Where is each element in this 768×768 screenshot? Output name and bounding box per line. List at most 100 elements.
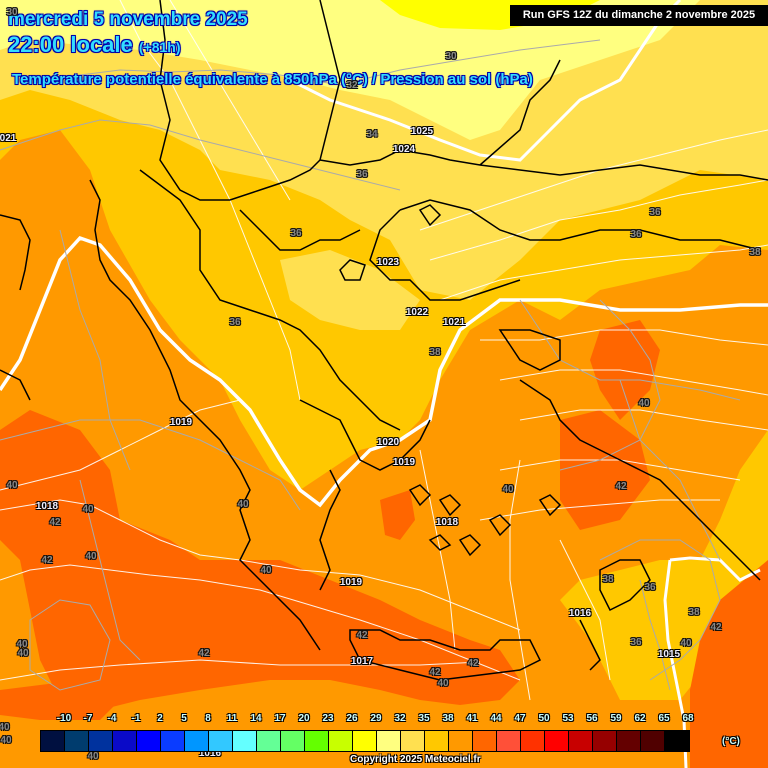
isotherms (0, 39, 741, 691)
isobar-label: 1016 (198, 748, 222, 759)
legend-swatch (425, 731, 449, 751)
isotherm-label: 38 (602, 574, 614, 585)
isotherm-label: 40 (638, 398, 650, 409)
legend-tick: 38 (442, 713, 454, 724)
isotherm-label: 42 (41, 555, 53, 566)
isobar-label: 1015 (657, 649, 681, 660)
forecast-lead-time: (+81h) (138, 39, 181, 55)
isotherm-label: 40 (237, 499, 249, 510)
isobar-label: 1017 (350, 656, 374, 667)
isotherm-label: 40 (0, 722, 10, 733)
legend-tick: -7 (83, 713, 93, 724)
isotherm-label: 32 (346, 80, 358, 91)
legend-swatch (641, 731, 665, 751)
legend-tick: 50 (538, 713, 550, 724)
legend-tick: 23 (322, 713, 334, 724)
legend-tick: 20 (298, 713, 310, 724)
forecast-local-time: 22:00 locale (8, 32, 133, 57)
legend-tick: 44 (490, 713, 502, 724)
isobar-major-north (289, 0, 682, 162)
legend-swatch (305, 731, 329, 751)
temp-zone-41-44-east2 (560, 410, 650, 530)
isotherm-label: 40 (6, 480, 18, 491)
isobar-label: 021 (0, 133, 17, 144)
copyright-text: Copyright 2025 Meteociel.fr (350, 754, 481, 765)
isotherm-label: 40 (82, 504, 94, 515)
isotherm-label: 38 (429, 347, 441, 358)
isotherm-label: 40 (85, 551, 97, 562)
isotherm-label: 42 (710, 622, 722, 633)
legend-swatch (89, 731, 113, 751)
temp-zone-41-44-east (590, 320, 660, 420)
legend-tick: 47 (514, 713, 526, 724)
isotherm-label: 40 (437, 678, 449, 689)
legend-swatch (473, 731, 497, 751)
legend-swatch (41, 731, 65, 751)
isotherm-label: 34 (366, 129, 378, 140)
legend-swatch (593, 731, 617, 751)
isotherm-label: 36 (290, 228, 302, 239)
isobar-label: 1021 (442, 317, 466, 328)
temp-zone-29-32 (0, 0, 700, 140)
legend-tick: 26 (346, 713, 358, 724)
legend-swatch (497, 731, 521, 751)
legend-swatch (209, 731, 233, 751)
legend-swatch (257, 731, 281, 751)
coastlines-borders (0, 0, 768, 681)
model-run-banner: Run GFS 12Z du dimanche 2 novembre 2025 (510, 5, 768, 26)
isotherm-label: 42 (467, 658, 479, 669)
legend-tick: -1 (131, 713, 141, 724)
legend-swatch (569, 731, 593, 751)
legend-swatch (185, 731, 209, 751)
legend-tick: 11 (226, 713, 238, 724)
legend-swatch (233, 731, 257, 751)
isotherm-label: 40 (260, 565, 272, 576)
legend-swatch (137, 731, 161, 751)
legend-tick: 53 (562, 713, 574, 724)
legend-tick: 29 (370, 713, 382, 724)
temp-zone-41-44-aegean (380, 490, 415, 540)
temp-zone-32-35-mid (280, 250, 420, 330)
isotherm-label: 40 (17, 648, 29, 659)
legend-swatch (161, 731, 185, 751)
isotherm-label: 40 (502, 484, 514, 495)
legend-tick: 62 (634, 713, 646, 724)
legend-tick: 32 (394, 713, 406, 724)
legend-swatch (665, 731, 689, 751)
isobar-label: 1023 (376, 257, 400, 268)
isotherm-label: 36 (644, 582, 656, 593)
isotherm-label: 38 (749, 247, 761, 258)
legend-swatch (401, 731, 425, 751)
isobar-label: 1016 (568, 608, 592, 619)
color-legend (40, 730, 690, 752)
legend-swatch (377, 731, 401, 751)
isobar-label: 1018 (35, 501, 59, 512)
legend-tick: 17 (274, 713, 286, 724)
isobar-label: 1019 (392, 457, 416, 468)
legend-unit: (°C) (722, 736, 740, 747)
isobar-major-west (0, 235, 768, 508)
legend-swatch (281, 731, 305, 751)
isotherm-label: 36 (630, 637, 642, 648)
temp-zone-41-44-sw (0, 680, 120, 720)
variable-description: Température potentielle équivalente à 85… (12, 71, 533, 88)
legend-tick-labels: -10 -7 -4 -1 2 5 8 11 14 17 20 23 26 29 32 35 38 41 44 47 50… (40, 713, 740, 727)
legend-tick: 68 (682, 713, 694, 724)
isotherm-label: 42 (356, 630, 368, 641)
forecast-time: 22:00 locale (+81h) (8, 34, 181, 56)
isotherm-label: 40 (87, 751, 99, 762)
legend-swatch (449, 731, 473, 751)
legend-tick: 56 (586, 713, 598, 724)
legend-swatch (65, 731, 89, 751)
isotherm-label: 40 (16, 639, 28, 650)
isotherm-label: 30 (6, 7, 18, 18)
isobar-label: 1024 (392, 144, 416, 155)
isobar-label: 1025 (410, 126, 434, 137)
forecast-date: mercredi 5 novembre 2025 (8, 9, 248, 30)
isobar-label: 1020 (376, 437, 400, 448)
isotherm-label: 36 (356, 169, 368, 180)
isotherm-label: 40 (0, 735, 12, 746)
temp-zone-41-44-se (690, 560, 768, 768)
isotherm-label: 38 (688, 607, 700, 618)
isobar-label: 1018 (435, 517, 459, 528)
